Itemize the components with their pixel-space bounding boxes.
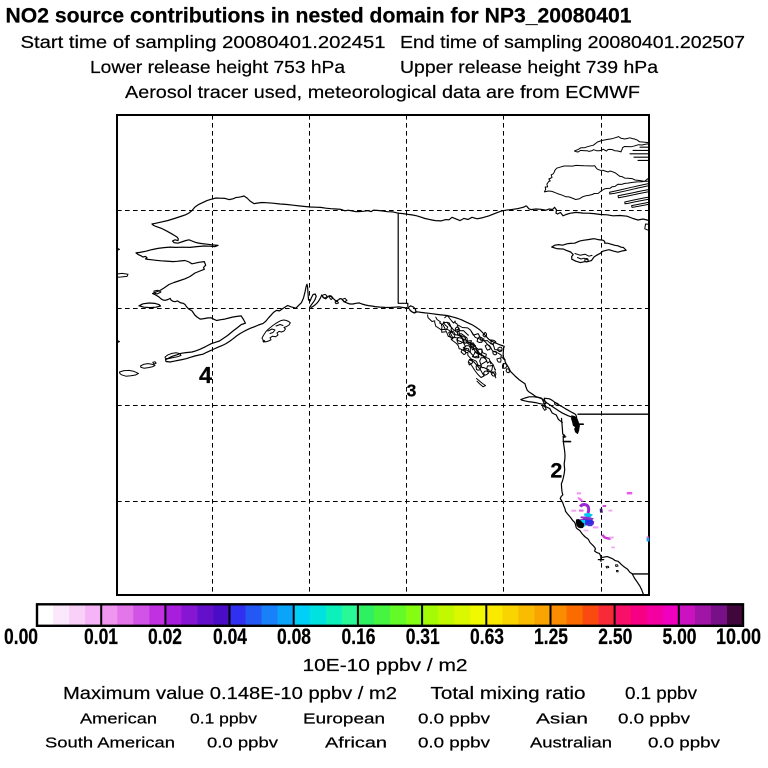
- svg-text:0.1 ppbv: 0.1 ppbv: [625, 683, 697, 703]
- svg-text:10.00: 10.00: [716, 624, 761, 649]
- svg-text:5.00: 5.00: [663, 624, 697, 649]
- svg-text:0.01: 0.01: [84, 624, 118, 649]
- svg-text:European: European: [303, 711, 385, 728]
- svg-text:NO2 source contributions in ne: NO2 source contributions in nested domai…: [6, 5, 632, 28]
- svg-text:0.04: 0.04: [213, 624, 248, 649]
- svg-text:0.0 ppbv: 0.0 ppbv: [648, 735, 721, 752]
- svg-text:Aerosol tracer used, meteorolo: Aerosol tracer used, meteorological data…: [125, 82, 640, 102]
- svg-text:2.50: 2.50: [598, 624, 632, 649]
- svg-text:0.0 ppbv: 0.0 ppbv: [418, 711, 491, 728]
- svg-text:South American: South American: [45, 735, 175, 752]
- svg-text:End time of sampling 20080401.: End time of sampling 20080401.202507: [400, 32, 745, 52]
- svg-text:0.0 ppbv: 0.0 ppbv: [418, 735, 491, 752]
- svg-text:4: 4: [199, 362, 212, 388]
- svg-text:0.00: 0.00: [4, 624, 38, 649]
- svg-text:1.25: 1.25: [534, 624, 568, 649]
- svg-text:Asian: Asian: [536, 711, 588, 728]
- svg-text:2: 2: [550, 458, 562, 482]
- svg-text:10E-10 ppbv / m2: 10E-10 ppbv / m2: [303, 655, 468, 675]
- svg-text:Lower release height 753 hPa: Lower release height 753 hPa: [90, 57, 345, 77]
- svg-text:Maximum value 0.148E-10 ppbv: Maximum value 0.148E-10 ppbv / m2: [63, 683, 397, 703]
- svg-text:Upper release height 739 hPa: Upper release height 739 hPa: [400, 57, 658, 77]
- svg-text:0.63: 0.63: [470, 624, 504, 649]
- svg-text:0.02: 0.02: [148, 624, 182, 649]
- svg-text:African: African: [325, 735, 387, 752]
- svg-text:Total mixing ratio: Total mixing ratio: [431, 683, 586, 703]
- svg-text:3: 3: [407, 380, 417, 400]
- svg-text:0.0 ppbv: 0.0 ppbv: [207, 735, 279, 752]
- svg-text:0.1 ppbv: 0.1 ppbv: [190, 711, 258, 728]
- svg-text:0.31: 0.31: [406, 624, 440, 649]
- svg-text:0.0 ppbv: 0.0 ppbv: [618, 711, 691, 728]
- svg-text:0.08: 0.08: [277, 624, 311, 649]
- svg-text:Start time of sampling 2008040: Start time of sampling 20080401.202451: [21, 32, 386, 52]
- svg-text:American: American: [80, 711, 157, 728]
- svg-text:0.16: 0.16: [342, 624, 376, 649]
- svg-text:Australian: Australian: [530, 735, 612, 752]
